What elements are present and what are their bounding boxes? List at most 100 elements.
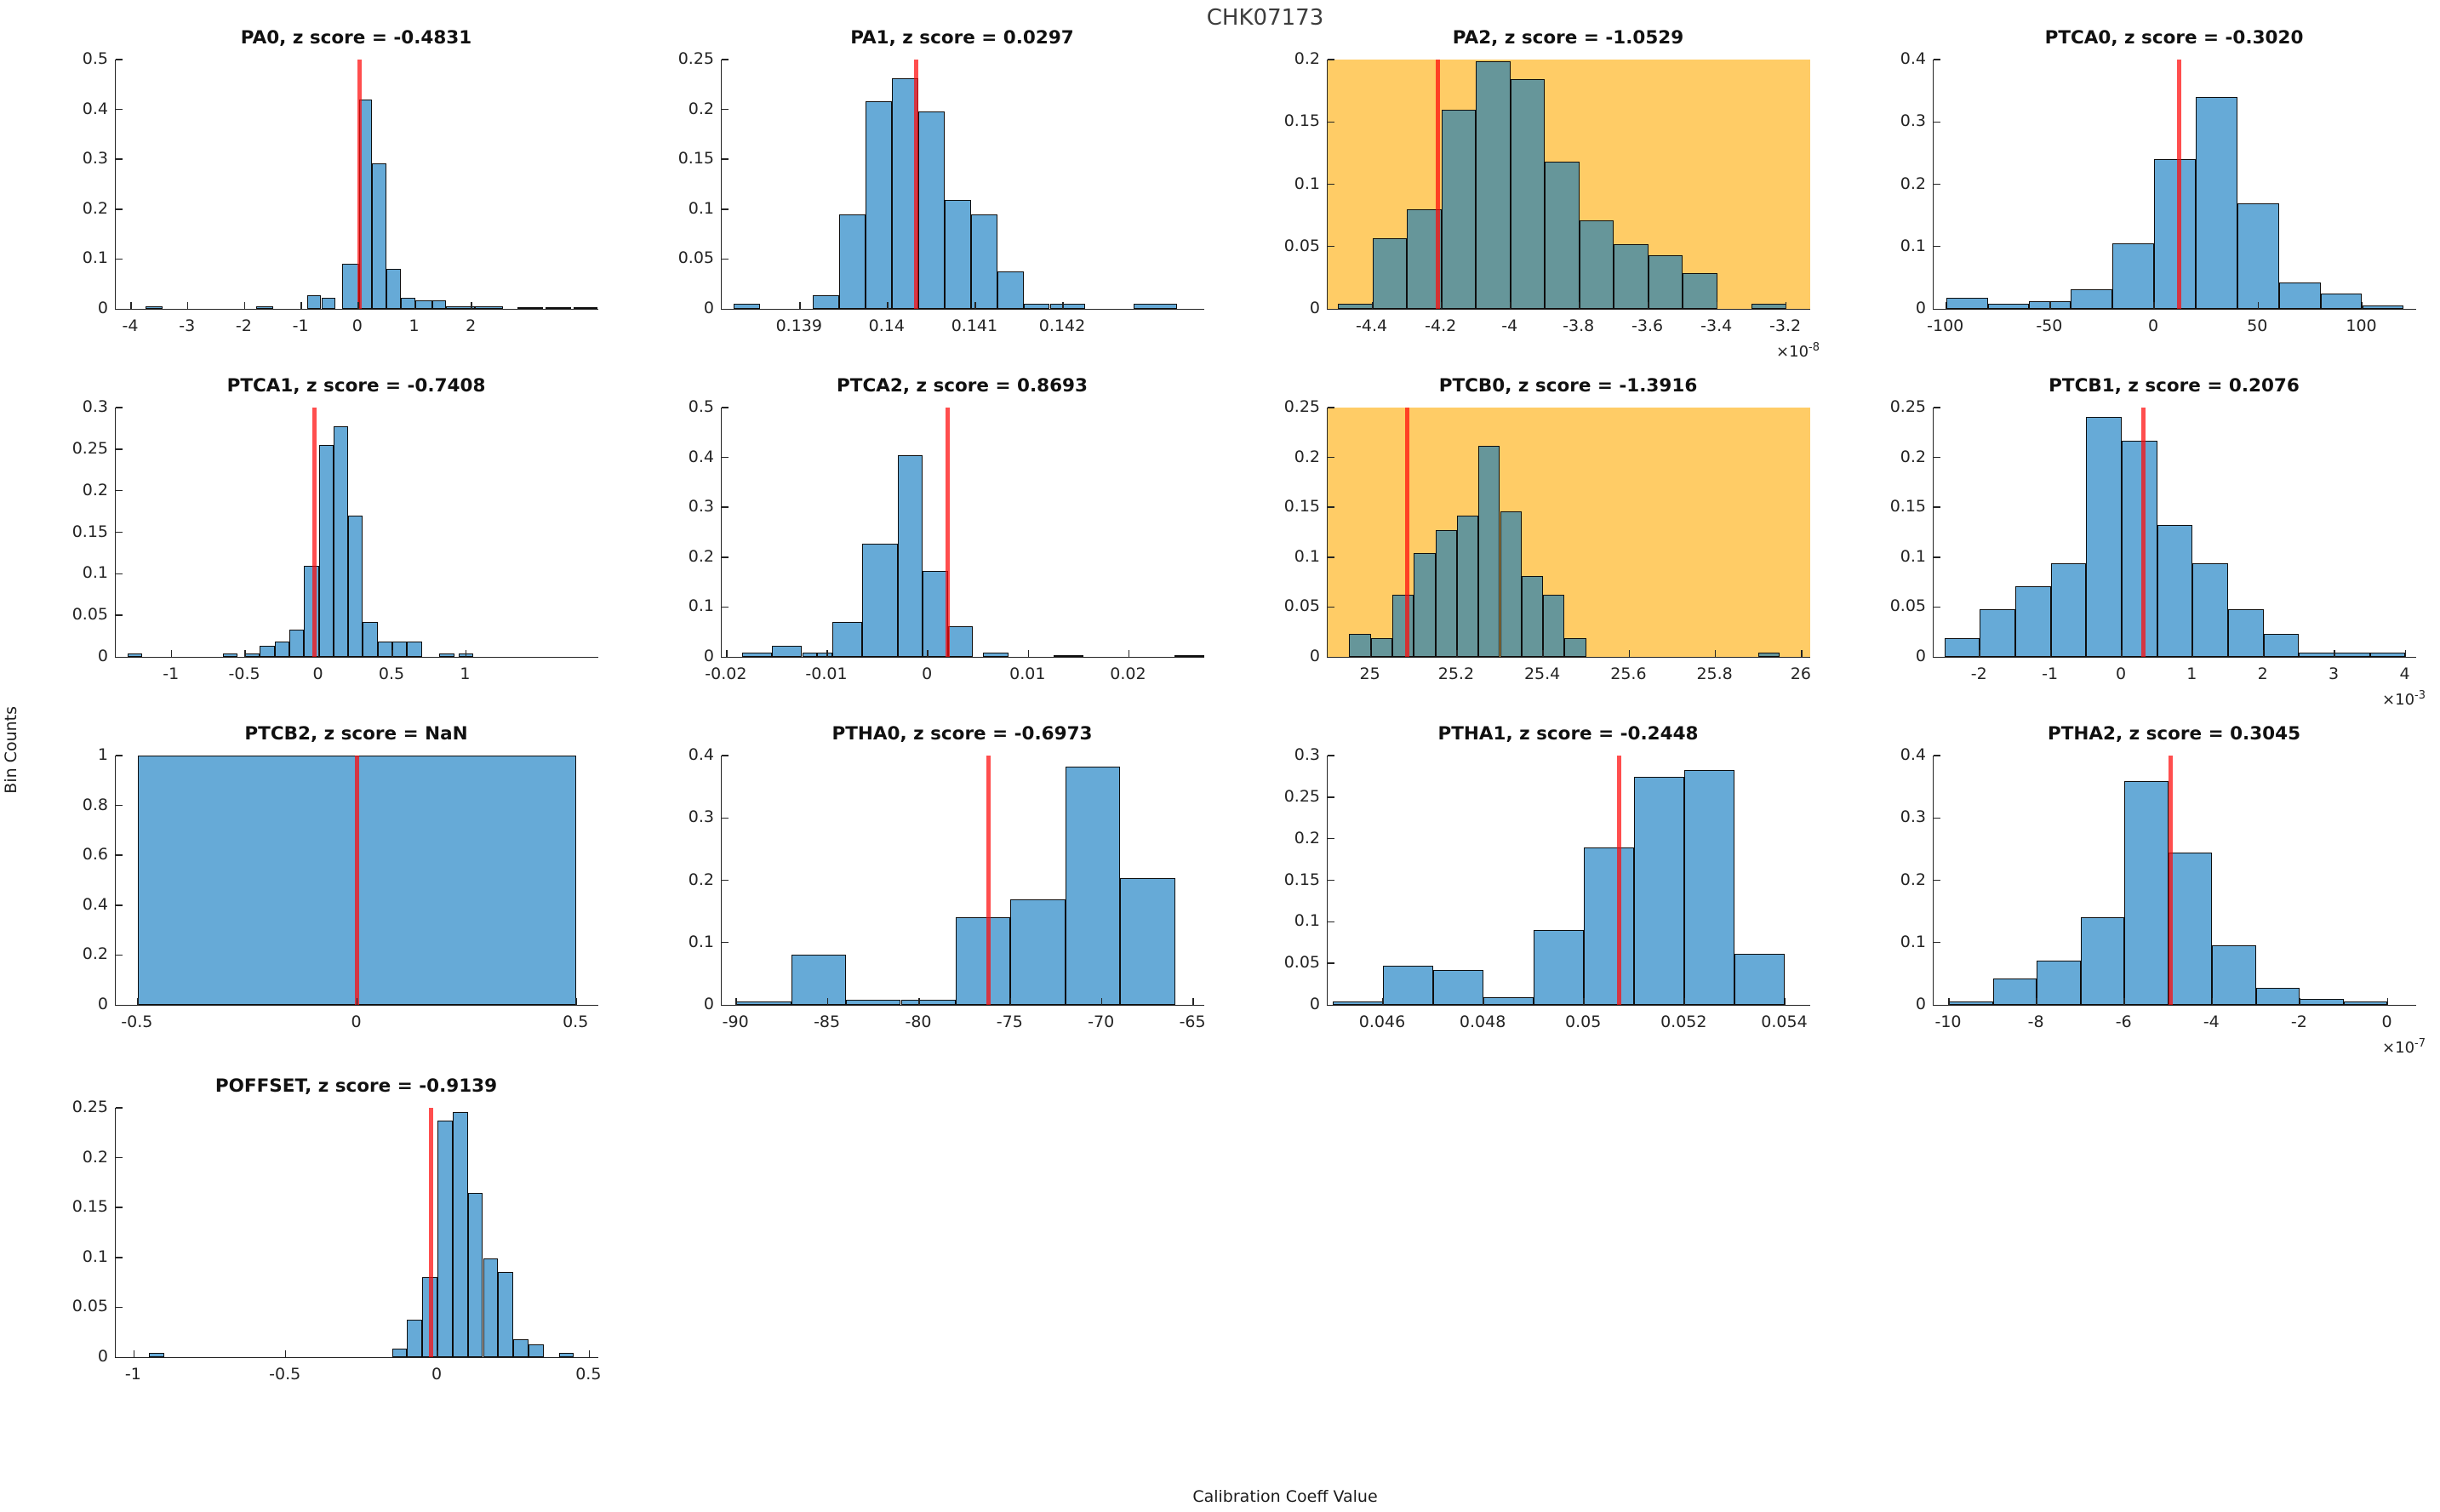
histogram-bar <box>274 642 289 657</box>
x-tick-label: -0.5 <box>121 1013 153 1031</box>
y-tick-label: 0.4 <box>688 447 714 466</box>
plot-area-PA1 <box>721 59 1204 310</box>
x-tick <box>826 650 828 657</box>
histogram-bar <box>377 642 392 657</box>
x-tick-label: -3 <box>179 317 196 335</box>
x-tick <box>2049 302 2051 309</box>
histogram-bar <box>474 306 503 309</box>
y-tick-label: 0.3 <box>1900 111 1926 131</box>
y-tick-label: 0.4 <box>82 99 108 118</box>
y-tick-label: 0.2 <box>1900 447 1926 466</box>
y-tick-label: 0.2 <box>82 1147 108 1167</box>
y-tick <box>1328 183 1334 185</box>
x-tick <box>1945 302 1947 309</box>
histogram-bar <box>817 653 832 657</box>
red-marker-line <box>355 756 359 1005</box>
histogram-bar <box>1614 243 1649 309</box>
x-tick <box>1578 302 1580 309</box>
y-tick <box>1328 755 1334 756</box>
histogram-bar <box>2192 562 2228 657</box>
y-tick <box>116 489 123 492</box>
histogram-bar <box>1510 79 1546 309</box>
x-tick-label: -0.5 <box>228 665 260 683</box>
y-tick-label: 0.1 <box>82 1247 108 1266</box>
x-tick <box>2257 302 2260 309</box>
subplot-PTCA0: PTCA0, z score = -0.3020 0 0.1 0.2 0.3 0.4 -10… <box>1900 27 2416 335</box>
x-tick <box>300 302 302 309</box>
x-tick <box>1948 998 1950 1005</box>
y-tick <box>116 954 123 956</box>
x-tick-label: 50 <box>2247 317 2268 335</box>
y-tick <box>116 614 123 616</box>
x-tick <box>317 650 320 657</box>
histogram-bar <box>245 653 260 657</box>
x-tick-label: -90 <box>722 1013 749 1031</box>
x-tick-label: 0.052 <box>1660 1013 1707 1031</box>
y-tick <box>116 804 123 807</box>
red-marker-line <box>914 60 919 309</box>
subplot-title-PA0: PA0, z score = -0.4831 <box>240 27 472 48</box>
x-tick-label: -100 <box>1927 317 1964 335</box>
x-tick <box>2404 650 2407 657</box>
x-tick-label: -2 <box>235 317 252 335</box>
x-tick-label: 0.139 <box>775 317 822 335</box>
x-tick-label: 0.01 <box>1009 665 1046 683</box>
histogram-bar <box>1734 954 1786 1005</box>
subplot-title-PTHA1: PTHA1, z score = -0.2448 <box>1437 723 1699 745</box>
x-tick-label: -1 <box>2042 665 2059 683</box>
subplot-PTHA0: PTHA0, z score = -0.6973 0 0.1 0.2 0.3 0.4 -90… <box>689 723 1206 1031</box>
histogram-bar <box>321 298 336 309</box>
x-tick <box>137 998 139 1005</box>
histogram-bar <box>1441 109 1477 309</box>
x-tick-label: 0 <box>2381 1013 2392 1031</box>
y-tick-label: 0.1 <box>688 596 714 616</box>
histogram-bar <box>900 1000 956 1005</box>
histogram-bar <box>1476 60 1511 309</box>
y-tick <box>116 1207 123 1208</box>
y-tick-label: 0.2 <box>688 870 714 889</box>
x-tick <box>391 650 393 657</box>
subplot-PTCB1: PTCB1, z score = 0.2076 0 0.05 0.1 0.15 0.2 0.… <box>1890 375 2426 709</box>
subplot-title-PTCB2: PTCB2, z score = NaN <box>244 723 468 745</box>
x-tick-label: 0.048 <box>1459 1013 1506 1031</box>
y-tick <box>1328 121 1334 123</box>
y-tick-label: 0 <box>97 299 108 317</box>
y-tick-label: 0.5 <box>82 49 108 68</box>
y-tick-label: 0.15 <box>1889 497 1926 516</box>
x-tick-label: 0.02 <box>1110 665 1146 683</box>
histogram-bar <box>2263 634 2300 657</box>
histogram-bar <box>145 306 163 309</box>
histogram-bar <box>2195 97 2237 309</box>
x-tick-label: -6 <box>2115 1013 2132 1031</box>
histogram-bar <box>2320 294 2363 309</box>
y-tick <box>116 1156 123 1159</box>
y-tick-label: 0.05 <box>71 605 108 625</box>
x-tick <box>1128 650 1130 657</box>
y-tick <box>722 258 729 260</box>
red-marker-line <box>2168 756 2173 1005</box>
x-tick <box>130 302 132 309</box>
histogram-bar <box>2157 525 2193 657</box>
histogram-bar <box>1372 237 1408 309</box>
x-tick <box>1062 302 1064 309</box>
y-tick <box>722 879 729 882</box>
x-tick-label: -0.01 <box>805 665 848 683</box>
histogram-bar <box>2299 653 2335 657</box>
y-tick-label: 0.15 <box>1283 870 1320 889</box>
x-tick-label: -4.4 <box>1356 317 1388 335</box>
histogram-bar <box>2112 243 2155 309</box>
y-tick <box>722 556 729 558</box>
y-tick-label: 0 <box>703 647 714 665</box>
x-tick <box>437 1350 438 1357</box>
y-tick-label: 0.1 <box>688 198 714 218</box>
histogram-bar <box>392 642 408 657</box>
x-tick-label: 25.6 <box>1610 665 1647 683</box>
x-tick <box>1647 302 1649 309</box>
histogram-bar <box>407 642 422 657</box>
histogram-bar <box>1534 930 1585 1005</box>
histogram-bar <box>2300 999 2344 1005</box>
subplot-title-PA2: PA2, z score = -1.0529 <box>1452 27 1684 48</box>
histogram-bar <box>431 300 447 309</box>
y-tick-label: 0.2 <box>1294 447 1320 466</box>
histogram-bar <box>802 653 818 657</box>
